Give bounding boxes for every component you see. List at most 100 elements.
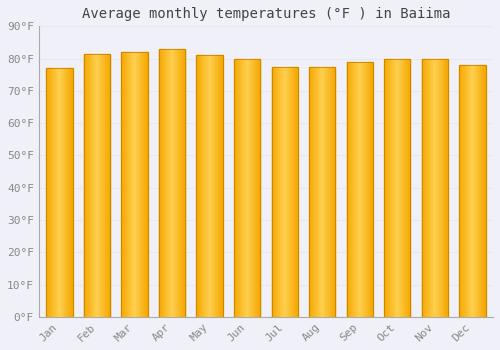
Bar [252, 58, 253, 317]
Bar [361, 62, 362, 317]
Bar [318, 66, 319, 317]
Bar [234, 58, 260, 317]
Bar [145, 52, 146, 317]
Bar [52, 68, 53, 317]
Bar [402, 58, 403, 317]
Bar [328, 66, 329, 317]
Bar [248, 58, 250, 317]
Bar [468, 65, 469, 317]
Bar [396, 58, 397, 317]
Bar [323, 66, 324, 317]
Bar [182, 49, 183, 317]
Bar [173, 49, 174, 317]
Bar [476, 65, 477, 317]
Bar [401, 58, 402, 317]
Bar [239, 58, 240, 317]
Bar [106, 54, 107, 317]
Bar [209, 55, 210, 317]
Bar [124, 52, 125, 317]
Bar [385, 58, 386, 317]
Bar [165, 49, 166, 317]
Bar [480, 65, 481, 317]
Bar [135, 52, 136, 317]
Bar [439, 58, 440, 317]
Bar [98, 54, 99, 317]
Bar [351, 62, 352, 317]
Bar [177, 49, 178, 317]
Bar [282, 66, 283, 317]
Bar [201, 55, 202, 317]
Bar [398, 58, 399, 317]
Bar [461, 65, 462, 317]
Bar [460, 65, 461, 317]
Bar [333, 66, 334, 317]
Bar [240, 58, 241, 317]
Bar [460, 65, 485, 317]
Bar [176, 49, 177, 317]
Bar [167, 49, 168, 317]
Bar [207, 55, 208, 317]
Bar [424, 58, 425, 317]
Bar [220, 55, 221, 317]
Bar [64, 68, 65, 317]
Bar [125, 52, 126, 317]
Bar [443, 58, 444, 317]
Bar [313, 66, 314, 317]
Bar [212, 55, 213, 317]
Bar [65, 68, 66, 317]
Bar [91, 54, 92, 317]
Bar [196, 55, 197, 317]
Bar [372, 62, 373, 317]
Bar [147, 52, 148, 317]
Bar [46, 68, 72, 317]
Bar [429, 58, 430, 317]
Bar [109, 54, 110, 317]
Bar [129, 52, 130, 317]
Bar [140, 52, 141, 317]
Bar [97, 54, 98, 317]
Bar [276, 66, 277, 317]
Bar [440, 58, 441, 317]
Bar [274, 66, 275, 317]
Bar [322, 66, 323, 317]
Bar [291, 66, 292, 317]
Bar [445, 58, 446, 317]
Bar [331, 66, 332, 317]
Bar [362, 62, 363, 317]
Bar [290, 66, 291, 317]
Bar [243, 58, 244, 317]
Bar [280, 66, 281, 317]
Bar [49, 68, 50, 317]
Bar [256, 58, 257, 317]
Bar [253, 58, 254, 317]
Bar [467, 65, 468, 317]
Bar [329, 66, 330, 317]
Bar [278, 66, 279, 317]
Bar [346, 62, 373, 317]
Bar [428, 58, 429, 317]
Bar [161, 49, 162, 317]
Bar [393, 58, 394, 317]
Bar [433, 58, 434, 317]
Bar [142, 52, 143, 317]
Bar [422, 58, 423, 317]
Bar [369, 62, 370, 317]
Bar [324, 66, 325, 317]
Bar [255, 58, 256, 317]
Bar [406, 58, 407, 317]
Bar [217, 55, 218, 317]
Bar [286, 66, 287, 317]
Bar [141, 52, 142, 317]
Bar [317, 66, 318, 317]
Bar [258, 58, 259, 317]
Bar [62, 68, 63, 317]
Bar [56, 68, 57, 317]
Bar [485, 65, 486, 317]
Bar [316, 66, 317, 317]
Bar [57, 68, 58, 317]
Bar [66, 68, 67, 317]
Bar [169, 49, 170, 317]
Bar [335, 66, 336, 317]
Bar [394, 58, 395, 317]
Bar [311, 66, 312, 317]
